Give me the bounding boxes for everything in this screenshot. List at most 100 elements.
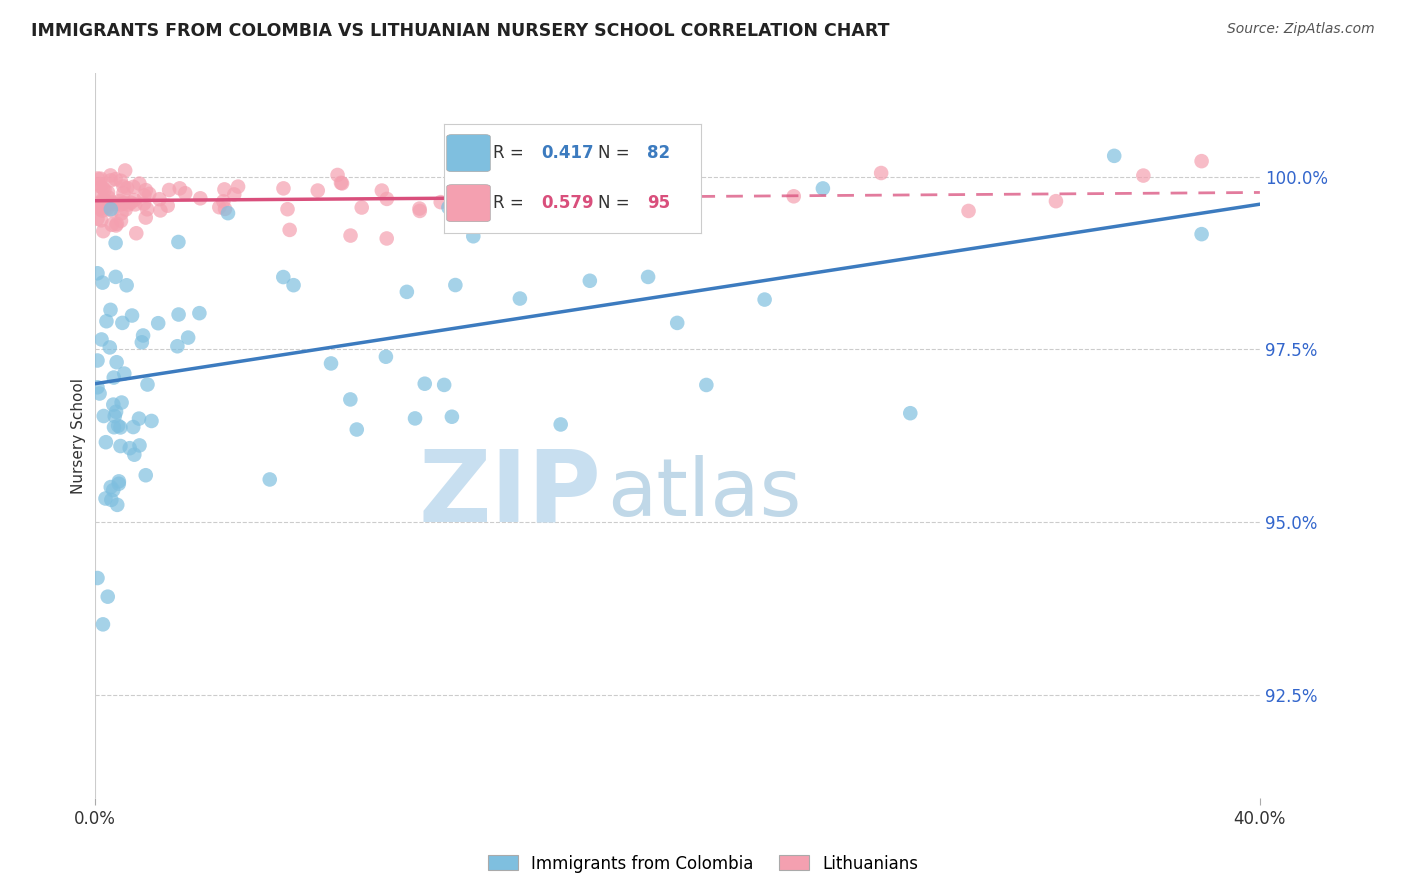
Point <box>112 367 135 381</box>
Point <box>375 231 398 245</box>
Point <box>101 203 124 218</box>
Point <box>1045 194 1067 209</box>
Point <box>110 206 132 220</box>
Point <box>136 377 159 392</box>
Point <box>346 423 368 437</box>
Point <box>1191 154 1213 169</box>
Point <box>271 270 294 285</box>
Point <box>112 179 135 194</box>
Point <box>118 441 141 455</box>
Point <box>105 355 128 369</box>
Point <box>278 223 301 237</box>
Point <box>212 194 235 209</box>
Point <box>89 177 111 191</box>
Point <box>91 193 114 207</box>
Point <box>91 181 114 195</box>
Point <box>105 219 128 233</box>
Point <box>135 211 157 225</box>
Point <box>94 200 117 214</box>
Point <box>134 188 156 202</box>
Point <box>128 411 150 425</box>
Point <box>157 183 180 197</box>
Point <box>90 213 112 227</box>
Legend: Immigrants from Colombia, Lithuanians: Immigrants from Colombia, Lithuanians <box>481 848 925 880</box>
Point <box>520 214 543 228</box>
Point <box>112 195 135 210</box>
Point <box>166 339 188 353</box>
Point <box>104 409 127 424</box>
Point <box>783 189 806 203</box>
Point <box>97 186 120 200</box>
Point <box>374 350 396 364</box>
Point <box>91 617 114 632</box>
Point <box>409 203 432 218</box>
Point <box>100 302 122 317</box>
Point <box>208 200 231 214</box>
Point <box>131 335 153 350</box>
Point <box>509 292 531 306</box>
Point <box>666 181 689 195</box>
Point <box>135 183 157 197</box>
Point <box>93 193 115 207</box>
Point <box>132 196 155 211</box>
Point <box>579 175 602 189</box>
Point <box>122 420 145 434</box>
Point <box>132 328 155 343</box>
Point <box>124 448 146 462</box>
Point <box>754 293 776 307</box>
Point <box>395 285 418 299</box>
Point <box>111 316 134 330</box>
Point <box>870 166 893 180</box>
Point <box>110 439 132 453</box>
Point <box>149 203 172 218</box>
Point <box>579 274 602 288</box>
Point <box>156 199 179 213</box>
Point <box>637 269 659 284</box>
Point <box>330 176 353 190</box>
Point <box>93 183 115 197</box>
Point <box>136 202 159 217</box>
Point <box>107 418 129 433</box>
Point <box>214 182 236 196</box>
Point <box>86 571 108 585</box>
Point <box>115 181 138 195</box>
Point <box>512 149 534 163</box>
Point <box>115 278 138 293</box>
Point <box>550 417 572 432</box>
Point <box>125 226 148 240</box>
Point <box>94 491 117 506</box>
Point <box>135 468 157 483</box>
Point <box>96 202 118 216</box>
Point <box>90 171 112 186</box>
Point <box>141 414 163 428</box>
Point <box>97 190 120 204</box>
Point <box>94 194 117 208</box>
Point <box>89 386 111 401</box>
Point <box>319 356 342 370</box>
Point <box>91 276 114 290</box>
Text: IMMIGRANTS FROM COLOMBIA VS LITHUANIAN NURSERY SCHOOL CORRELATION CHART: IMMIGRANTS FROM COLOMBIA VS LITHUANIAN N… <box>31 22 890 40</box>
Point <box>167 308 190 322</box>
Point <box>105 498 128 512</box>
Point <box>174 186 197 201</box>
Point <box>440 409 463 424</box>
Point <box>167 235 190 249</box>
Point <box>307 184 329 198</box>
Point <box>1102 149 1125 163</box>
Point <box>100 169 122 183</box>
Point <box>91 203 114 218</box>
Point <box>97 196 120 211</box>
Point <box>107 476 129 491</box>
Point <box>326 168 349 182</box>
Point <box>103 370 125 384</box>
Point <box>94 435 117 450</box>
Point <box>110 197 132 211</box>
Point <box>89 188 111 202</box>
Point <box>148 316 170 330</box>
Point <box>104 269 127 284</box>
Text: atlas: atlas <box>607 455 801 533</box>
Point <box>114 163 136 178</box>
Point <box>110 420 132 434</box>
Point <box>87 196 110 211</box>
Text: ZIP: ZIP <box>419 445 602 542</box>
